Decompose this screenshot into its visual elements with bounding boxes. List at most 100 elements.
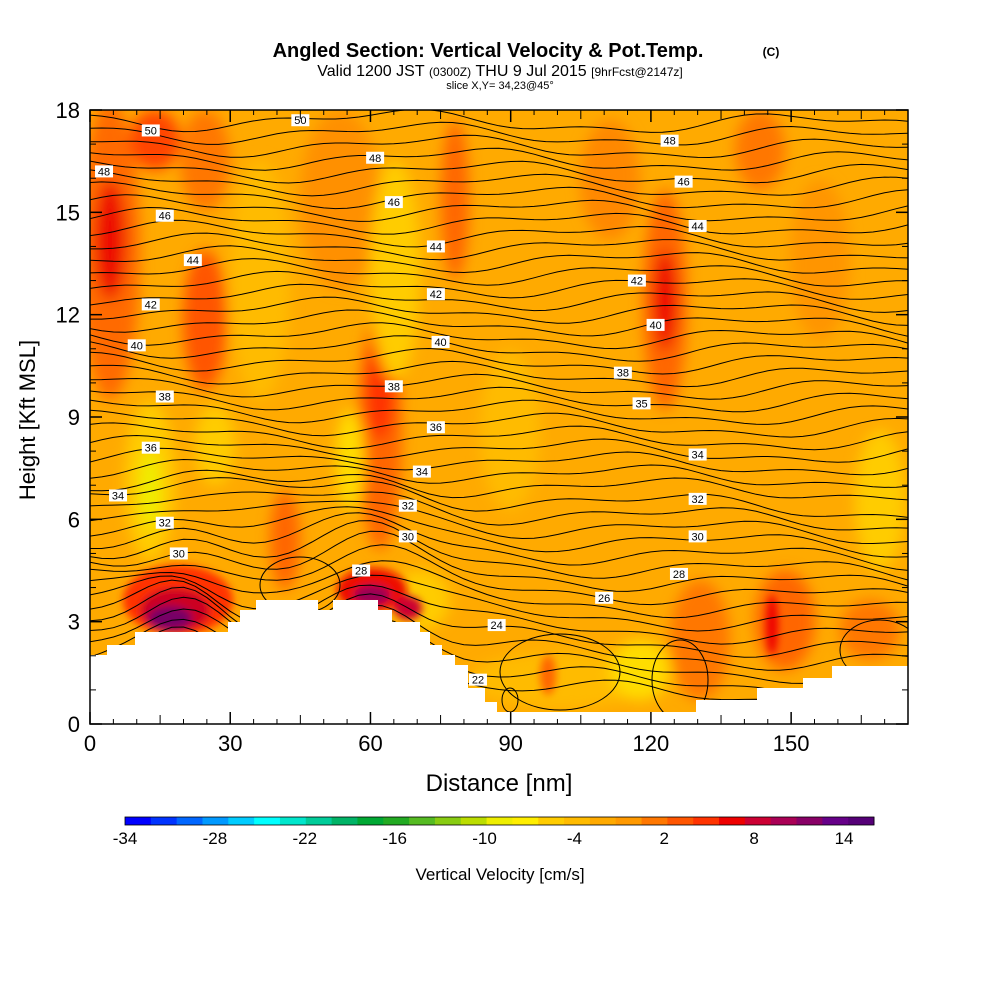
contour-label: 30 <box>169 547 188 560</box>
colorbar-swatch <box>667 817 694 825</box>
contour-label-box <box>688 219 707 232</box>
contour-label-text: 40 <box>649 320 661 332</box>
isentrope-line <box>90 520 908 581</box>
contour-label-text: 34 <box>416 467 428 479</box>
y-axis-label: Height [Kft MSL] <box>15 340 40 500</box>
colorbar-swatch <box>615 817 643 825</box>
contour-label: 42 <box>426 288 445 301</box>
contour-label: 40 <box>431 335 450 349</box>
contour-label-text: 34 <box>692 450 704 462</box>
contour-label-box <box>127 339 146 352</box>
colorbar-swatch <box>641 817 668 825</box>
contour-label-box <box>646 318 665 331</box>
colorbar-swatch <box>848 817 875 825</box>
isentrope-line <box>90 386 908 413</box>
contour-label: 28 <box>352 564 371 578</box>
colorbar-swatch <box>693 817 720 825</box>
isentrope-line <box>90 194 908 222</box>
isentrope-line <box>90 147 908 171</box>
contour-label-text: 46 <box>159 211 171 223</box>
contour-label-text: 44 <box>187 255 199 267</box>
contour-label-box <box>155 516 174 529</box>
contour-label: 26 <box>595 591 614 605</box>
contour-label: 44 <box>688 219 707 233</box>
colorbar-swatch <box>357 817 384 825</box>
x-tick-label: 150 <box>773 731 810 756</box>
isentrope-line <box>90 544 908 606</box>
contour-label: 34 <box>688 448 707 462</box>
colorbar-swatch <box>486 817 513 825</box>
colorbar-swatch <box>383 817 410 825</box>
axis-ticks <box>89 109 908 725</box>
colorbar-frame <box>124 816 875 826</box>
isentrope-line <box>90 322 908 350</box>
contour-label-box <box>632 397 651 410</box>
x-tick-label: 90 <box>498 731 522 756</box>
isentrope-line <box>90 335 908 362</box>
contour-label: 42 <box>141 298 160 311</box>
colorbar-tick-label: -28 <box>203 829 228 848</box>
contour-label-box <box>627 274 646 287</box>
contour-label-text: 24 <box>491 620 503 632</box>
contour-label-text: 48 <box>663 136 675 148</box>
contour-label: 32 <box>688 492 707 506</box>
x-tick-label: 0 <box>84 731 96 756</box>
contour-label-text: 30 <box>173 548 185 560</box>
contour-label-text: 42 <box>145 299 157 311</box>
isentrope-line <box>90 458 908 488</box>
isentrope-line <box>90 110 908 133</box>
contour-label-box <box>141 298 160 311</box>
isentrope-line <box>90 506 908 558</box>
contour-label: 34 <box>109 489 128 502</box>
contour-label: 40 <box>127 339 146 352</box>
contour-label-text: 36 <box>430 422 442 434</box>
contour-label: 34 <box>412 465 431 479</box>
isentrope-line <box>90 206 908 235</box>
colorbar-swatch <box>254 817 281 825</box>
contour-label-text: 30 <box>402 531 414 543</box>
isentrope-line <box>90 409 908 438</box>
contour-label-box <box>141 124 160 137</box>
colorbar-tick-label: 2 <box>660 829 669 848</box>
x-axis-label: Distance [nm] <box>426 770 573 797</box>
isentrope-line <box>90 434 908 463</box>
contour-label-box <box>487 619 506 632</box>
isentrope-line <box>90 134 908 159</box>
isentrope-line <box>90 447 908 476</box>
contour-label-text: 38 <box>617 368 629 380</box>
isentrope-line <box>90 608 908 684</box>
contour-label-text: 42 <box>430 289 442 301</box>
contour-label: 46 <box>674 175 693 189</box>
contour-label-box <box>384 380 403 393</box>
colorbar-tick-label: -22 <box>292 829 317 848</box>
colorbar-tick-label: 14 <box>835 829 854 848</box>
y-tick-label: 18 <box>56 98 80 123</box>
colorbar-tick-label: -34 <box>113 829 138 848</box>
colorbar-swatch <box>305 817 333 825</box>
isentrope-line <box>90 560 908 619</box>
colorbar-swatch <box>228 817 255 825</box>
isentrope-line <box>90 296 908 326</box>
contour-label: 40 <box>646 318 665 332</box>
colorbar-swatch <box>434 817 462 825</box>
contour-label-box <box>674 175 693 188</box>
colorbar-swatch <box>150 817 178 825</box>
colorbar-swatch <box>202 817 229 825</box>
contour-label: 44 <box>183 254 202 267</box>
chart-title: Angled Section: Vertical Velocity & Pot.… <box>273 40 704 62</box>
isentrope-line <box>90 160 908 184</box>
contour-label: 30 <box>398 530 417 543</box>
contour-label-box <box>426 240 445 253</box>
colorbar-tick-label: 8 <box>749 829 758 848</box>
contour-label-box <box>141 441 160 454</box>
colorbar-tick-label: -16 <box>382 829 407 848</box>
isentrope-line <box>90 579 908 645</box>
isentrope-line <box>90 530 908 592</box>
y-tick-label: 12 <box>56 303 80 328</box>
isentrope-line <box>90 574 908 632</box>
contour-label-box <box>688 492 707 505</box>
contour-label-text: 44 <box>430 241 442 253</box>
contour-label-box <box>688 448 707 461</box>
contour-label-text: 32 <box>159 518 171 530</box>
contour-label-text: 50 <box>145 125 157 137</box>
